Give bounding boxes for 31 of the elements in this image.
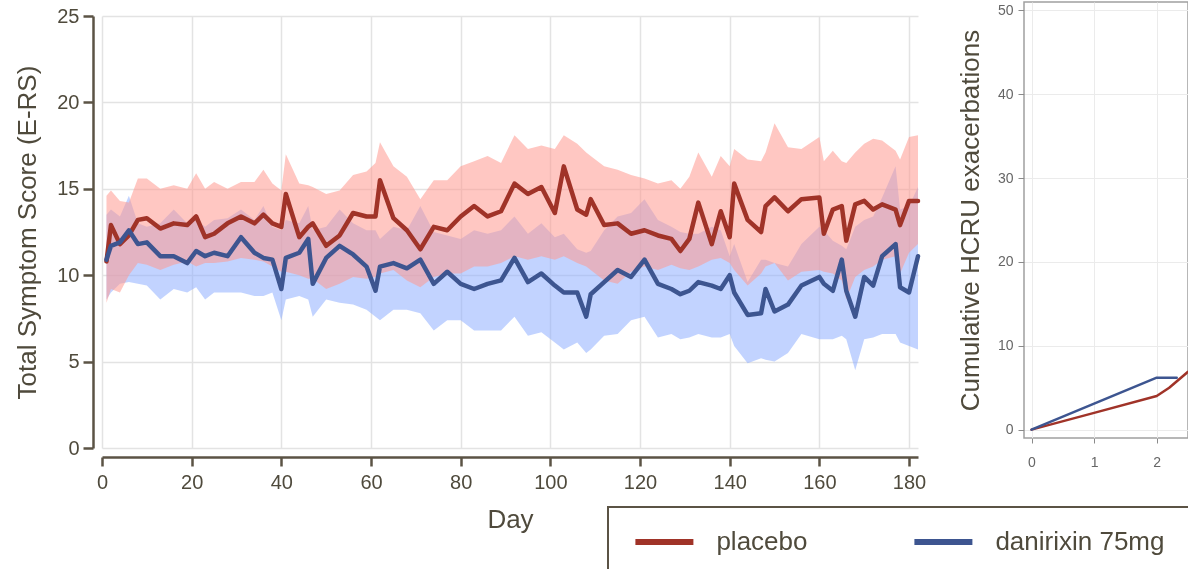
legend-label: danirixin 75mg (995, 526, 1165, 556)
y-tick-label: 0 (1005, 421, 1014, 438)
line-series (104, 228, 921, 319)
legend-label: placebo (716, 526, 808, 556)
x-tick-label: 0 (1028, 453, 1037, 470)
x-axis-title: Day (487, 503, 534, 534)
x-tick-label: 2 (1153, 453, 1162, 470)
x-tick-label: 1 (1090, 453, 1099, 470)
x-tick-label: 180 (892, 470, 927, 493)
x-tick-label: 40 (270, 470, 293, 493)
x-tick-label: 0 (96, 470, 109, 493)
y-tick-label: 30 (997, 169, 1014, 186)
y-tick-label: 10 (997, 337, 1014, 354)
y-axis-title: Cumulative HCRU exacerbations (954, 29, 985, 412)
y-tick-label: 10 (57, 263, 80, 286)
y-tick-label: 15 (57, 177, 80, 200)
x-tick-label: 160 (803, 470, 837, 493)
x-tick-label: 60 (360, 470, 383, 493)
x-tick-label: 80 (450, 470, 473, 493)
y-tick-label: 50 (997, 1, 1014, 18)
line-series (104, 164, 921, 264)
x-tick-label: 120 (623, 470, 658, 493)
y-tick-label: 20 (57, 90, 80, 113)
x-tick-label: 20 (181, 470, 204, 493)
y-tick-label: 25 (57, 4, 80, 27)
y-axis-title: Total Symptom Score (E-RS) (12, 65, 43, 400)
y-tick-label: 20 (997, 253, 1014, 270)
x-tick-label: 100 (534, 470, 568, 493)
y-tick-label: 5 (68, 350, 80, 373)
y-tick-label: 40 (997, 85, 1014, 102)
x-tick-label: 140 (713, 470, 747, 493)
